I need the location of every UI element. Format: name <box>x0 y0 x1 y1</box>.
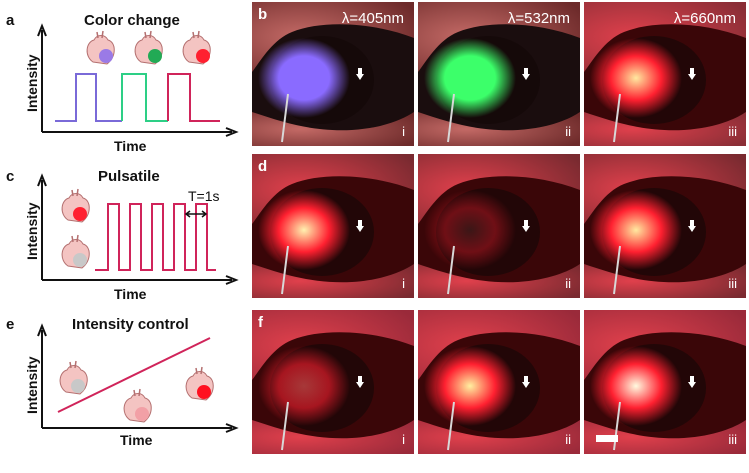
photo-f-i: f i <box>252 310 414 454</box>
photo-b-ii: λ=532nm ii <box>418 2 580 146</box>
photo-scene <box>584 2 746 146</box>
x-axis-label: Time <box>114 138 147 154</box>
photo-scene <box>584 310 746 454</box>
heart-green-icon <box>134 30 163 65</box>
panel-c-pulsatile: c Pulsatile T=1s Intensity Time <box>0 160 250 310</box>
photo-d-iii: iii <box>584 154 746 298</box>
panel-title: Color change <box>84 12 180 29</box>
photo-f-iii: iii <box>584 310 746 454</box>
heart-dim-icon <box>123 388 152 423</box>
color-change-plot <box>37 23 239 137</box>
panel-title: Pulsatile <box>98 168 160 185</box>
x-axis-label: Time <box>114 286 147 302</box>
subpanel-numeral: i <box>402 276 405 291</box>
panel-a-color-change: a Color change Intensity Time <box>0 0 250 160</box>
wavelength-label: λ=660nm <box>673 10 736 27</box>
pulsatile-plot <box>37 173 239 285</box>
heart-red-icon <box>61 188 90 223</box>
panel-letter: d <box>258 158 268 175</box>
panel-e-intensity-control: e Intensity control Intensity Time <box>0 310 250 470</box>
subpanel-numeral: i <box>402 432 405 447</box>
heart-off-icon <box>61 234 90 269</box>
subpanel-numeral: ii <box>565 276 571 291</box>
panel-letter: c <box>6 168 15 185</box>
panel-letter: e <box>6 316 15 333</box>
photo-scene <box>418 154 580 298</box>
subpanel-numeral: iii <box>728 124 737 139</box>
heart-bright-icon <box>185 366 214 401</box>
intensity-plot <box>37 323 239 433</box>
heart-red-icon <box>182 30 211 65</box>
x-axis-label: Time <box>120 432 153 448</box>
photo-d-i: d i <box>252 154 414 298</box>
subpanel-numeral: iii <box>728 432 737 447</box>
panel-title: Intensity control <box>72 316 189 333</box>
wavelength-label: λ=532nm <box>507 10 570 27</box>
photo-scene <box>418 310 580 454</box>
heart-off-icon <box>59 360 88 395</box>
photo-scene <box>252 154 414 298</box>
subpanel-numeral: iii <box>728 276 737 291</box>
photo-scene <box>252 310 414 454</box>
photo-d-ii: ii <box>418 154 580 298</box>
photo-b-i: b λ=405nm i <box>252 2 414 146</box>
panel-letter: f <box>258 314 263 331</box>
subpanel-numeral: i <box>402 124 405 139</box>
subpanel-numeral: ii <box>565 432 571 447</box>
photo-f-ii: ii <box>418 310 580 454</box>
panel-letter: a <box>6 12 15 29</box>
photo-b-iii: λ=660nm iii <box>584 2 746 146</box>
photo-scene <box>252 2 414 146</box>
photo-scene <box>584 154 746 298</box>
subpanel-numeral: ii <box>565 124 571 139</box>
scale-bar <box>596 435 618 442</box>
photo-scene <box>418 2 580 146</box>
period-label: T=1s <box>188 188 220 204</box>
photo-grid: b λ=405nm i λ=53 <box>250 0 749 473</box>
heart-violet-icon <box>86 30 115 65</box>
panel-letter: b <box>258 6 268 23</box>
wavelength-label: λ=405nm <box>341 10 404 27</box>
